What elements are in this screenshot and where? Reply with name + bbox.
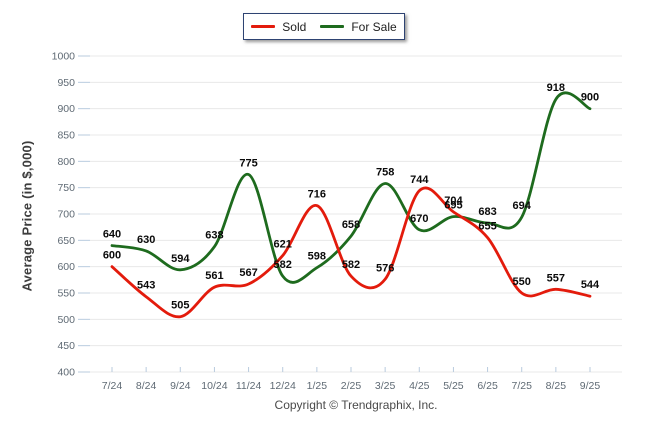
y-tick-label: 450 [57,340,75,352]
sold-point-label: 561 [205,270,223,282]
for-sale-line [110,91,592,284]
x-tick-label: 7/24 [102,380,123,392]
x-tick-label: 9/24 [170,380,191,392]
for-sale-point-label: 695 [444,200,462,212]
y-tick-label: 900 [57,103,75,115]
sold-point-label: 582 [342,259,360,271]
x-tick-label: 3/25 [375,380,396,392]
sold-point-label: 567 [239,267,257,279]
legend-label-for-sale: For Sale [351,19,397,34]
for-sale-point-label: 758 [376,166,394,178]
for-sale-point-label: 582 [274,259,292,271]
for-sale-point-label: 670 [410,213,428,225]
sold-point-label: 655 [478,221,496,233]
x-tick-label: 10/24 [201,380,227,392]
sold-point-label: 505 [171,300,189,312]
sold-point-label: 744 [410,174,429,186]
for-sale-point-label: 694 [513,200,532,212]
legend-item-sold: Sold [251,20,306,34]
x-tick-label: 4/25 [409,380,430,392]
y-tick-label: 500 [57,314,75,326]
for-sale-point-label: 594 [171,253,190,265]
y-tick-label: 850 [57,130,75,142]
sold-point-label: 550 [513,276,531,288]
sold-point-label: 576 [376,262,394,274]
for-sale-point-label: 683 [478,206,496,218]
for-sale-line-swatch [320,25,345,28]
sold-point-label: 557 [547,272,565,284]
legend-item-for-sale: For Sale [320,19,397,34]
y-tick-label: 1000 [52,51,76,63]
x-tick-label: 7/25 [511,380,532,392]
sold-point-label: 600 [103,250,121,262]
sold-point-label: 543 [137,280,155,292]
sold-point-label: 621 [274,239,292,251]
x-tick-label: 8/25 [546,380,567,392]
y-tick-label: 600 [57,261,75,273]
for-sale-point-label: 638 [205,230,223,242]
legend: Sold For Sale [243,13,405,40]
y-axis-title: Average Price (in $,000) [19,140,35,292]
x-tick-label: 2/25 [341,380,362,392]
y-tick-label: 400 [57,367,75,379]
x-tick-label: 11/24 [236,380,262,392]
for-sale-point-label: 598 [308,251,326,263]
y-tick-label: 650 [57,235,75,247]
for-sale-point-label: 640 [103,229,121,241]
legend-label-sold: Sold [282,19,307,34]
x-tick-label: 6/25 [477,380,498,392]
y-tick-label: 550 [57,288,75,300]
y-tick-label: 800 [57,156,75,168]
x-tick-label: 9/25 [580,380,601,392]
x-tick-label: 1/25 [307,380,328,392]
x-tick-label: 8/24 [136,380,157,392]
copyright-text: Copyright © Trendgraphix, Inc. [274,398,438,412]
x-tick-label: 12/24 [270,380,296,392]
y-tick-label: 750 [57,182,75,194]
sold-point-label: 716 [308,189,326,201]
sold-line-swatch [251,25,276,28]
sold-point-label: 704 [444,195,463,207]
x-tick-label: 5/25 [443,380,464,392]
for-sale-point-label: 775 [239,158,257,170]
for-sale-point-label: 630 [137,234,155,246]
y-tick-label: 700 [57,209,75,221]
sold-line [110,186,592,319]
for-sale-point-label: 900 [581,92,599,104]
for-sale-point-label: 658 [342,219,360,231]
sold-point-label: 544 [581,279,600,291]
y-tick-label: 950 [57,77,75,89]
for-sale-point-label: 918 [547,82,565,94]
